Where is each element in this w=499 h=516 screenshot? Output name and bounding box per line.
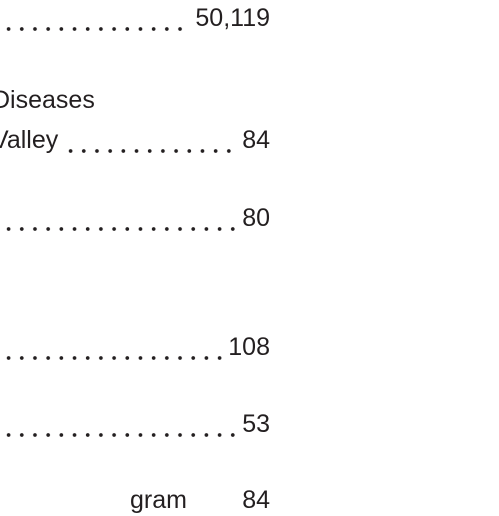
leader-dots <box>64 124 237 156</box>
toc-entry: 53 <box>0 408 270 440</box>
leader-dots <box>2 408 237 440</box>
entry-text: Valley <box>0 126 59 154</box>
page-number: 84 <box>242 486 270 514</box>
entry-text: gram <box>130 486 187 514</box>
toc-entry: 108 <box>0 331 270 363</box>
page-number: 84 <box>242 126 270 154</box>
leader-dots <box>2 202 237 234</box>
page-number: 80 <box>242 204 270 232</box>
page-number: 108 <box>228 333 270 361</box>
leader-dots <box>193 484 236 516</box>
toc-entry: gram 84 <box>130 484 270 516</box>
leader-dots <box>2 2 190 34</box>
page-number: 50,119 <box>195 4 270 32</box>
entry-text: Diseases <box>0 86 95 114</box>
leader-dots <box>2 331 223 363</box>
page-number: 53 <box>242 410 270 438</box>
toc-entry: Valley 84 <box>0 124 270 156</box>
toc-entry: 50,119 <box>0 2 270 34</box>
toc-entry: 80 <box>0 202 270 234</box>
